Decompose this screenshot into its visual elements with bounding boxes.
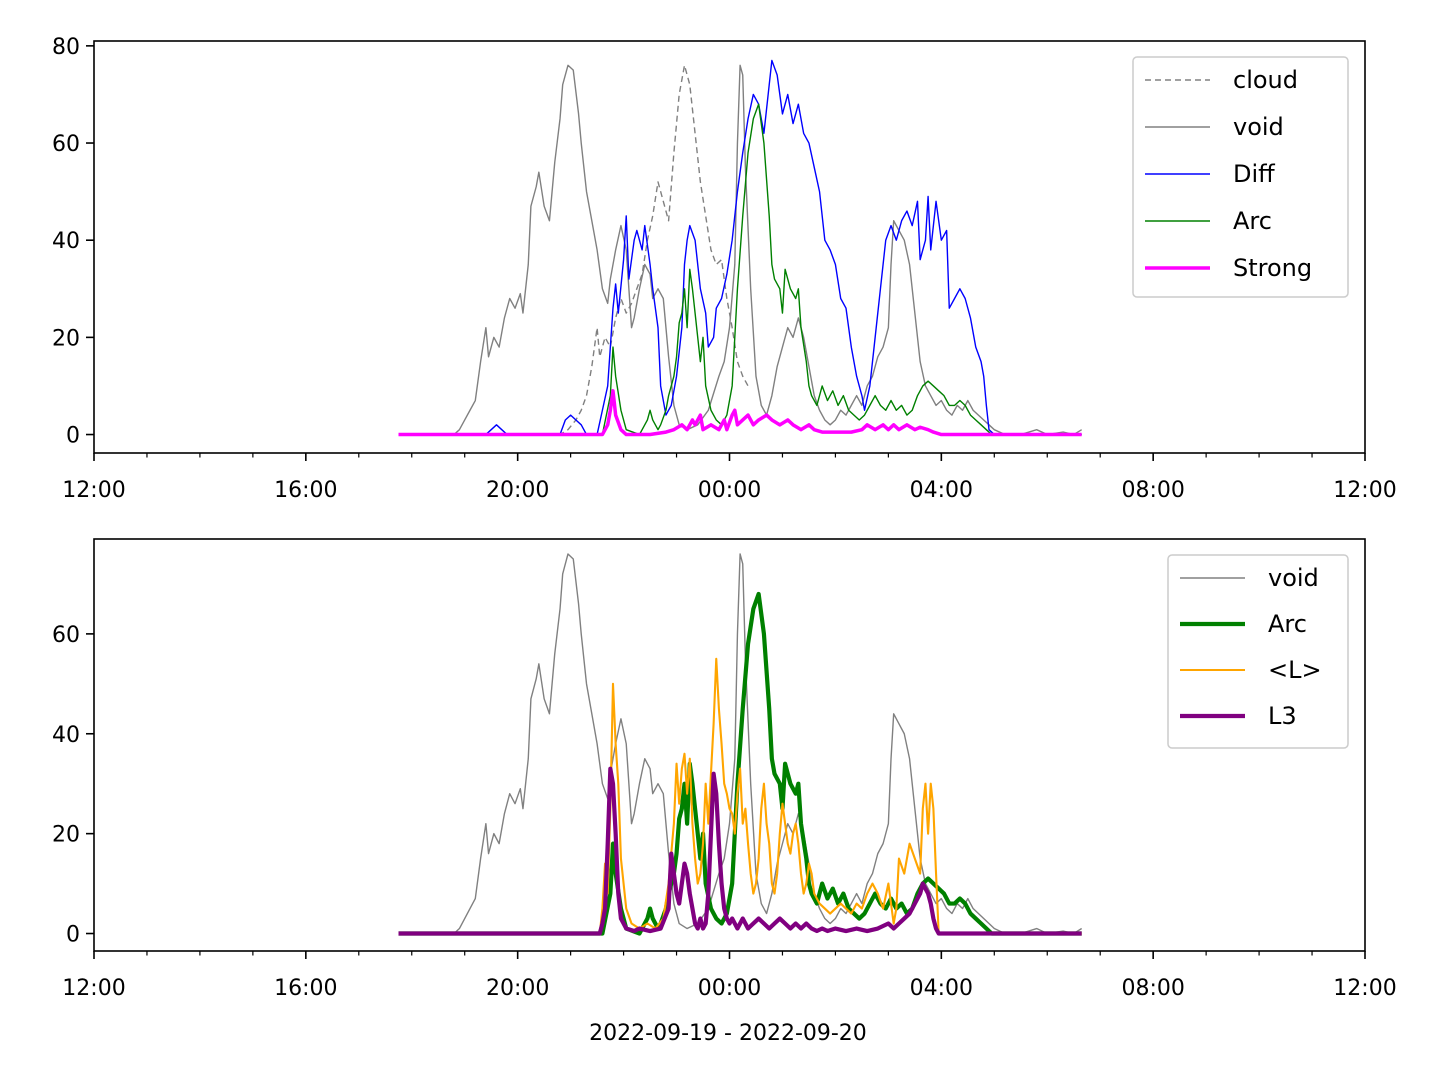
x-tick-label: 00:00 (698, 478, 761, 503)
series-line-l3 (398, 766, 1082, 936)
series-group (398, 553, 1083, 936)
y-tick-label: 40 (52, 229, 80, 254)
legend-label-strong: Strong (1233, 254, 1312, 282)
legend-label-arc: Arc (1268, 610, 1307, 638)
top-panel: 0 20 40 60 80 12:00 16:00 20:00 00:00 04:00 08:00 1… (52, 35, 1397, 503)
legend-label-void: void (1268, 564, 1319, 592)
x-tick-label: 16:00 (274, 478, 337, 503)
legend-label-diff: Diff (1233, 160, 1275, 188)
y-tick-label: 20 (52, 326, 80, 351)
x-tick-label: 12:00 (1333, 976, 1396, 1001)
legend-label-l3: L3 (1268, 702, 1297, 730)
series-line-strong (398, 389, 1082, 437)
legend-label-cloud: cloud (1233, 66, 1298, 94)
x-tick-label: 00:00 (698, 976, 761, 1001)
x-tick-label: 04:00 (910, 478, 973, 503)
legend-label-l: <L> (1268, 656, 1322, 684)
y-tick-label: 60 (52, 132, 80, 157)
legend-box (1167, 554, 1349, 749)
series-line-diff (398, 59, 1082, 436)
series-line-void (398, 64, 1083, 436)
legend-label-void: void (1233, 113, 1284, 141)
series-line-arc (398, 103, 1082, 436)
legend-label-arc: Arc (1233, 207, 1272, 235)
x-axis-label: 2022-09-19 - 2022-09-20 (589, 1021, 867, 1046)
series-line-cloud (398, 64, 749, 436)
x-tick-label: 16:00 (274, 976, 337, 1001)
x-tick-label: 12:00 (1333, 478, 1396, 503)
x-tick-label: 12:00 (62, 478, 125, 503)
legend: void Arc <L> L3 (1167, 554, 1349, 749)
x-tick-label: 12:00 (62, 976, 125, 1001)
legend-box (1132, 56, 1349, 298)
y-tick-label: 0 (66, 923, 80, 948)
y-tick-label: 20 (52, 823, 80, 848)
x-tick-label: 20:00 (486, 976, 549, 1001)
x-tick-label: 04:00 (910, 976, 973, 1001)
series-group (398, 59, 1083, 437)
bottom-panel: 0 20 40 60 12:00 16:00 20:00 00:00 04:00 08:00 12:… (52, 538, 1397, 1001)
series-line-void (398, 553, 1083, 935)
y-tick-label: 0 (66, 424, 80, 449)
x-tick-label: 08:00 (1121, 976, 1184, 1001)
x-tick-label: 08:00 (1121, 478, 1184, 503)
y-tick-label: 40 (52, 723, 80, 748)
y-tick-label: 80 (52, 35, 80, 60)
series-line-l (398, 657, 1082, 935)
legend: cloud void Diff Arc Strong (1132, 56, 1349, 298)
x-tick-label: 20:00 (486, 478, 549, 503)
y-tick-label: 60 (52, 623, 80, 648)
